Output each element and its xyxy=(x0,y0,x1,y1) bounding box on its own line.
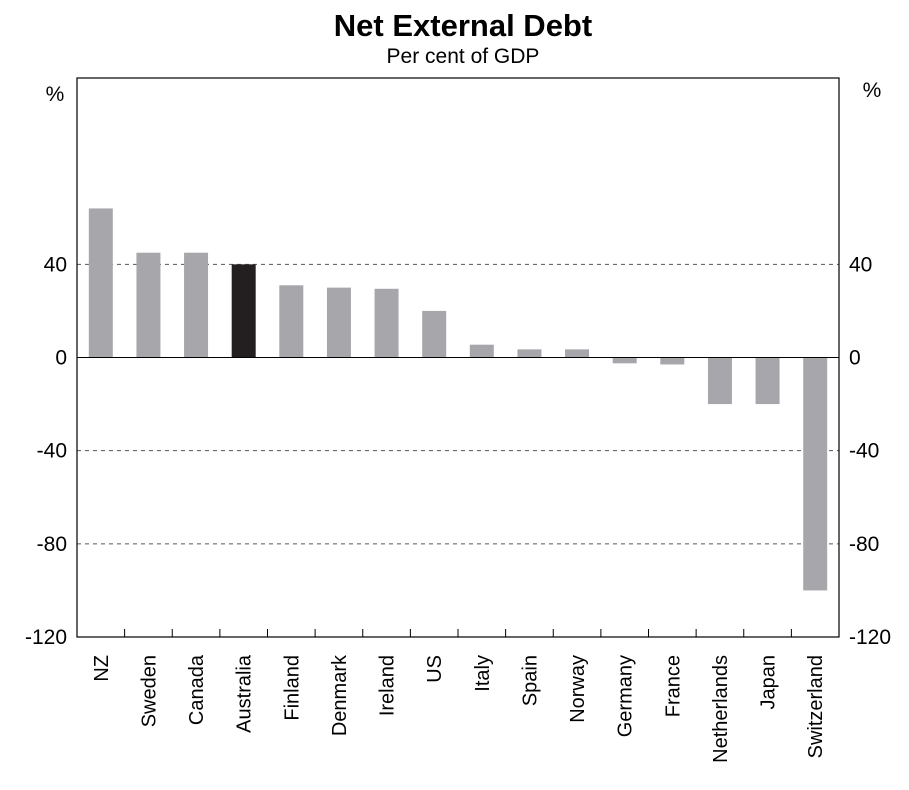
x-tick-label-ireland: Ireland xyxy=(377,655,399,716)
y-tick-label-left: 40 xyxy=(44,253,67,276)
bar-switzerland xyxy=(803,357,828,591)
bar-spain xyxy=(517,349,542,358)
x-tick-label-netherlands: Netherlands xyxy=(710,655,732,763)
bar-ireland xyxy=(374,288,399,358)
y-tick-label-left: 0 xyxy=(55,347,67,370)
y-unit-right: % xyxy=(863,79,882,102)
bar-denmark xyxy=(326,287,351,358)
x-tick-label-us: US xyxy=(424,655,446,683)
y-unit-left: % xyxy=(46,83,65,106)
x-tick-label-france: France xyxy=(662,655,684,717)
bar-us xyxy=(422,310,447,358)
x-tick-labels: NZ Sweden Canada Australia Finland Denmark Ire… xyxy=(91,654,827,763)
x-tick-label-sweden: Sweden xyxy=(138,655,160,727)
chart-subtitle: Per cent of GDP xyxy=(387,45,540,68)
axis-ticks xyxy=(124,629,792,637)
y-tick-labels-left: -120 -80 -40 0 40 xyxy=(25,253,67,649)
x-tick-label-spain: Spain xyxy=(519,655,541,706)
bar-japan xyxy=(755,357,780,405)
bar-finland xyxy=(279,285,304,358)
x-tick-label-australia: Australia xyxy=(234,654,256,733)
y-tick-label-left: -40 xyxy=(37,440,67,463)
y-tick-label-left: -80 xyxy=(37,533,67,556)
bar-nz xyxy=(88,208,113,358)
bar-germany xyxy=(612,357,637,364)
y-tick-label-right: 0 xyxy=(849,347,861,370)
x-tick-label-germany: Germany xyxy=(615,655,637,737)
x-tick-label-finland: Finland xyxy=(281,655,303,721)
bar-sweden xyxy=(136,252,161,358)
x-tick-label-nz: NZ xyxy=(91,655,113,682)
bar-france xyxy=(660,357,685,365)
x-tick-label-canada: Canada xyxy=(186,654,208,725)
x-tick-label-denmark: Denmark xyxy=(329,654,351,736)
y-tick-label-right: -40 xyxy=(849,440,879,463)
x-tick-label-switzerland: Switzerland xyxy=(805,655,827,758)
bar-australia xyxy=(231,264,256,358)
bar-italy xyxy=(469,344,494,358)
x-tick-label-norway: Norway xyxy=(567,655,589,723)
y-tick-label-right: -80 xyxy=(849,533,879,556)
bar-netherlands xyxy=(707,357,732,405)
x-tick-label-italy: Italy xyxy=(472,655,494,692)
y-tick-label-left: -120 xyxy=(25,626,67,649)
bars xyxy=(77,208,839,591)
y-tick-label-right: 40 xyxy=(849,253,872,276)
chart-title: Net External Debt xyxy=(334,8,592,43)
y-tick-label-right: -120 xyxy=(849,626,891,649)
bar-norway xyxy=(565,349,590,358)
x-tick-label-japan: Japan xyxy=(758,655,780,710)
y-tick-labels-right: -120 -80 -40 0 40 xyxy=(849,253,891,649)
bar-canada xyxy=(184,252,209,358)
